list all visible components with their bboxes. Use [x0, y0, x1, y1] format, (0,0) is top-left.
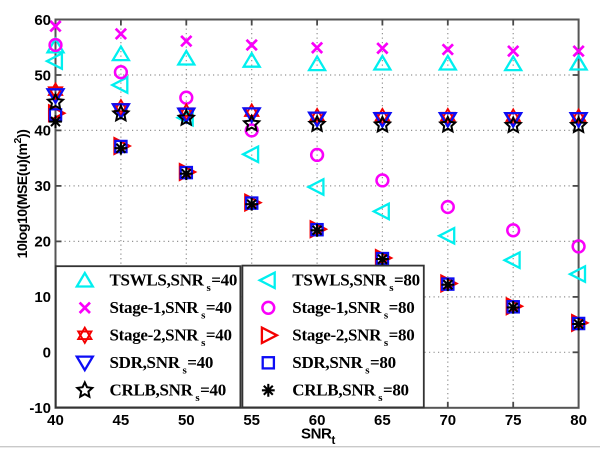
svg-text:55: 55 [243, 412, 260, 429]
svg-text:80: 80 [570, 412, 587, 429]
svg-text:60: 60 [309, 412, 326, 429]
svg-text:20: 20 [34, 234, 51, 251]
svg-text:40: 40 [34, 123, 51, 140]
svg-text:0: 0 [43, 345, 51, 362]
svg-text:70: 70 [439, 412, 456, 429]
svg-text:-10: -10 [29, 400, 51, 417]
svg-text:10: 10 [34, 289, 51, 306]
svg-text:50: 50 [34, 67, 51, 84]
svg-text:50: 50 [178, 412, 195, 429]
svg-text:40: 40 [47, 412, 64, 429]
svg-text:10log10(MSE(u)(m2)): 10log10(MSE(u)(m2)) [12, 130, 30, 259]
svg-text:60: 60 [34, 12, 51, 29]
svg-text:SNRt: SNRt [301, 426, 335, 448]
svg-text:65: 65 [374, 412, 391, 429]
svg-text:30: 30 [34, 178, 51, 195]
svg-text:75: 75 [505, 412, 522, 429]
svg-text:45: 45 [113, 412, 130, 429]
